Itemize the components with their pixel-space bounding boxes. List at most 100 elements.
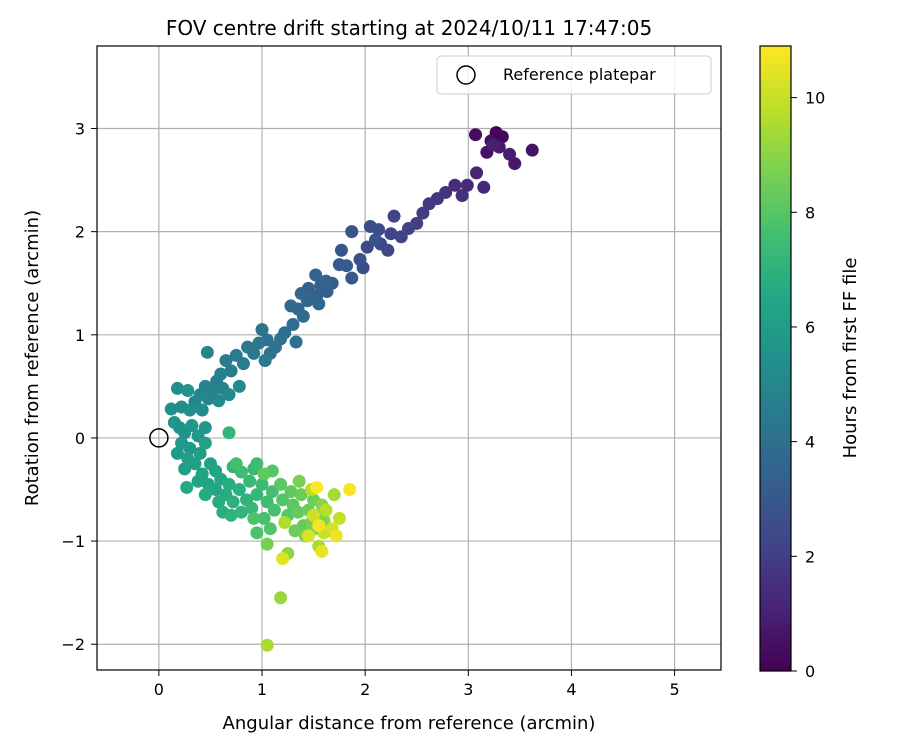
scatter-point [250, 488, 264, 502]
scatter-point [422, 197, 436, 211]
y-tick-label: 3 [75, 120, 85, 139]
scatter-point [469, 128, 483, 142]
legend: Reference platepar [436, 55, 712, 95]
scatter-point [327, 488, 341, 502]
scatter-point [222, 477, 236, 491]
scatter-point [167, 415, 181, 429]
scatter-point [477, 180, 491, 194]
scatter-point [222, 388, 236, 402]
scatter-point [340, 259, 354, 273]
scatter-point [276, 552, 290, 566]
legend-box [436, 55, 712, 95]
scatter-point [288, 524, 302, 538]
scatter-point [353, 253, 367, 267]
scatter-points [164, 126, 539, 652]
scatter-point [315, 544, 329, 558]
scatter-point [334, 243, 348, 257]
scatter-point [343, 483, 357, 497]
scatter-point [224, 364, 238, 378]
x-axis-label: Angular distance from reference (arcmin) [223, 713, 596, 734]
scatter-point [255, 323, 269, 337]
scatter-point [198, 488, 212, 502]
scatter-point [241, 340, 255, 354]
scatter-point [274, 591, 288, 605]
scatter-point [363, 219, 377, 233]
colorbar-tick-label: 0 [805, 662, 815, 681]
scatter-point [188, 457, 202, 471]
reference-marker [149, 428, 169, 448]
scatter-point [245, 501, 259, 515]
chart-title: FOV centre drift starting at 2024/10/11 … [166, 16, 652, 40]
scatter-point [345, 271, 359, 285]
scatter-point [368, 233, 382, 247]
y-tick-label: 0 [75, 429, 85, 448]
scatter-point [455, 189, 469, 203]
y-tick-label: 1 [75, 326, 85, 345]
x-tick-label: 5 [669, 680, 679, 699]
colorbar-label: Hours from first FF file [840, 258, 861, 459]
scatter-point [503, 147, 517, 161]
colorbar [759, 45, 792, 672]
scatter-point [345, 225, 359, 239]
scatter-point [257, 467, 271, 481]
scatter-point [257, 511, 271, 525]
scatter-point [291, 505, 305, 519]
scatter-point [258, 354, 272, 368]
scatter-point [448, 178, 462, 192]
scatter-point [312, 297, 326, 311]
scatter-point [274, 477, 288, 491]
y-axis-label: Rotation from reference (arcmin) [22, 210, 43, 506]
scatter-point [267, 503, 281, 517]
scatter-point [292, 474, 306, 488]
x-tick-label: 2 [360, 680, 370, 699]
scatter-point [212, 394, 226, 408]
scatter-point [229, 348, 243, 362]
x-tick-label: 4 [566, 680, 576, 699]
colorbar-tick-label: 4 [805, 433, 815, 452]
scatter-point [195, 403, 209, 417]
scatter-point [460, 178, 474, 192]
scatter-point [222, 426, 236, 440]
scatter-point [284, 299, 298, 313]
x-tick-label: 1 [257, 680, 267, 699]
scatter-point [276, 493, 290, 507]
colorbar-tick-label: 8 [805, 203, 815, 222]
scatter-point [198, 436, 212, 450]
scatter-point [180, 480, 194, 494]
scatter-point [394, 230, 408, 244]
scatter-point [289, 335, 303, 349]
scatter-point [263, 522, 277, 536]
scatter-point [170, 381, 184, 395]
scatter-point [301, 529, 315, 543]
scatter-point [278, 516, 292, 530]
scatter-point [294, 287, 308, 301]
scatter-point [178, 462, 192, 476]
colorbar-ticks: 0 2 4 6 8 10 [791, 89, 825, 681]
scatter-point [286, 317, 300, 331]
scatter-point [309, 268, 323, 282]
scatter-point [310, 480, 324, 494]
scatter-point [170, 446, 184, 460]
scatter-point [181, 383, 195, 397]
scatter-point [319, 503, 333, 517]
scatter-point [384, 227, 398, 241]
scatter-point [416, 206, 430, 220]
scatter-point [294, 488, 308, 502]
scatter-point [252, 336, 266, 350]
scatter-point [234, 505, 248, 519]
x-tick-label: 0 [154, 680, 164, 699]
scatter-point [191, 474, 205, 488]
legend-label: Reference platepar [503, 65, 656, 84]
scatter-point [212, 495, 226, 509]
scatter-point [232, 483, 246, 497]
scatter-point [209, 483, 223, 497]
scatter-point [329, 529, 343, 543]
scatter-point [200, 345, 214, 359]
scatter-point [164, 402, 178, 416]
scatter-point [470, 166, 484, 180]
x-axis-ticks: 0 1 2 3 4 5 [154, 670, 680, 699]
scatter-point [307, 508, 321, 522]
scatter-point [226, 495, 240, 509]
scatter-point [250, 526, 264, 540]
colorbar-tick-label: 10 [805, 89, 825, 108]
